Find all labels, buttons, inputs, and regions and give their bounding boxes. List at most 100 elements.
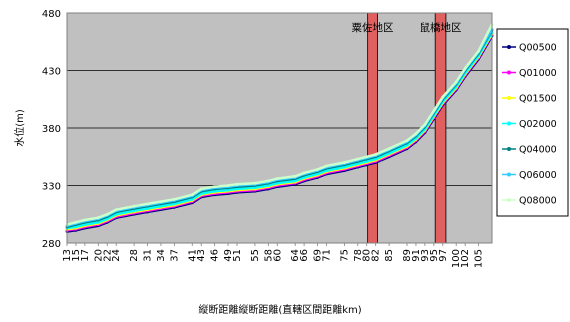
y-tick-label: 380: [42, 124, 61, 135]
x-tick-label: 13: [62, 249, 73, 262]
x-tick-label: 15: [71, 249, 82, 262]
x-tick-label: 41: [187, 249, 198, 262]
series-line: [66, 23, 494, 226]
data-point: [356, 157, 360, 161]
y-axis-ticks: 280 330 380 430 480: [42, 9, 61, 250]
data-point: [477, 49, 480, 53]
x-tick-label: 60: [272, 249, 283, 262]
data-point: [226, 184, 230, 187]
data-point: [454, 80, 458, 84]
data-point: [213, 189, 217, 193]
data-point: [199, 187, 203, 191]
data-point: [190, 193, 194, 197]
x-tick-label: 102: [460, 249, 471, 268]
region-label: 鼠橋地区: [420, 21, 462, 34]
data-point: [172, 202, 176, 206]
x-tick-label: 91: [411, 249, 422, 262]
data-point: [266, 179, 270, 183]
data-point: [235, 182, 239, 186]
data-point: [213, 185, 217, 189]
x-tick-label: 100: [451, 249, 462, 268]
legend-marker: [507, 45, 511, 49]
x-tick-label: 17: [80, 249, 91, 262]
series-line: [66, 31, 494, 230]
x-tick-label: 43: [196, 249, 207, 262]
legend: Q00500 Q01000 Q01500 Q02000 Q04000 Q06000 Q080…: [496, 28, 569, 217]
x-tick-label: 46: [210, 249, 221, 262]
data-point: [423, 123, 427, 126]
data-point: [342, 165, 346, 169]
x-tick-label: 31: [143, 249, 154, 262]
x-tick-label: 89: [402, 249, 413, 262]
data-point: [266, 184, 270, 187]
data-point: [226, 188, 230, 192]
x-tick-label: 71: [321, 249, 332, 262]
data-point: [146, 207, 149, 210]
x-tick-label: 97: [438, 249, 449, 262]
data-point: [293, 179, 297, 183]
data-point: [374, 153, 378, 156]
data-point: [74, 220, 78, 224]
data-point: [342, 161, 346, 164]
series-lines: [65, 23, 494, 233]
data-point: [96, 216, 100, 220]
data-point: [114, 208, 118, 212]
data-point: [96, 220, 100, 224]
x-tick-label: 49: [223, 249, 234, 262]
x-tick-label: 34: [156, 249, 167, 262]
data-point: [432, 109, 436, 113]
x-tick-label: 80: [362, 249, 373, 262]
x-tick-label: 105: [474, 249, 485, 268]
data-point: [172, 197, 176, 201]
data-point: [132, 209, 136, 213]
data-point: [356, 162, 360, 166]
x-tick-label: 64: [290, 249, 301, 262]
legend-label: Q00500: [519, 43, 557, 54]
data-point: [190, 197, 194, 201]
plot-border: [66, 12, 493, 244]
x-tick-label: 20: [93, 249, 104, 262]
legend-items: Q00500 Q01000 Q01500 Q02000 Q04000 Q06000 Q080…: [502, 43, 557, 207]
data-point: [325, 164, 328, 168]
data-point: [302, 171, 306, 175]
y-axis-title: 水位(m): [13, 109, 26, 147]
data-point: [159, 200, 163, 204]
data-point: [414, 132, 418, 136]
legend-label: Q04000: [519, 145, 557, 156]
y-tick-label: 480: [42, 9, 61, 20]
x-tick-label: 66: [299, 249, 310, 262]
data-point: [132, 204, 136, 208]
data-point: [316, 172, 319, 176]
data-point: [365, 159, 369, 163]
data-point: [441, 95, 445, 99]
legend-label: Q02000: [519, 119, 557, 130]
region-band: [367, 12, 378, 244]
x-tick-label: 22: [102, 249, 113, 262]
region-label: 粟佐地区: [352, 21, 394, 34]
data-point: [83, 218, 87, 222]
x-tick-label: 58: [263, 249, 274, 262]
data-point: [253, 181, 257, 185]
region-band: [434, 12, 447, 244]
data-point: [463, 66, 467, 70]
region-labels: 粟佐地区 鼠橋地区: [352, 21, 462, 34]
y-tick-label: 430: [42, 67, 61, 78]
x-tick-label: 24: [111, 249, 122, 262]
x-tick-label: 78: [353, 249, 364, 262]
legend-label: Q01500: [519, 94, 557, 105]
data-point: [316, 168, 319, 171]
data-point: [74, 225, 78, 229]
legend-label: Q08000: [519, 196, 557, 207]
data-point: [405, 139, 409, 143]
legend-marker: [507, 172, 511, 177]
data-point: [275, 177, 279, 181]
legend-marker: [507, 121, 511, 126]
x-tick-label: 95: [429, 249, 440, 262]
x-tick-label: 69: [313, 249, 324, 262]
data-point: [387, 147, 391, 151]
x-tick-label: 55: [250, 249, 261, 262]
x-tick-label: 51: [232, 249, 243, 262]
data-point: [159, 204, 163, 208]
